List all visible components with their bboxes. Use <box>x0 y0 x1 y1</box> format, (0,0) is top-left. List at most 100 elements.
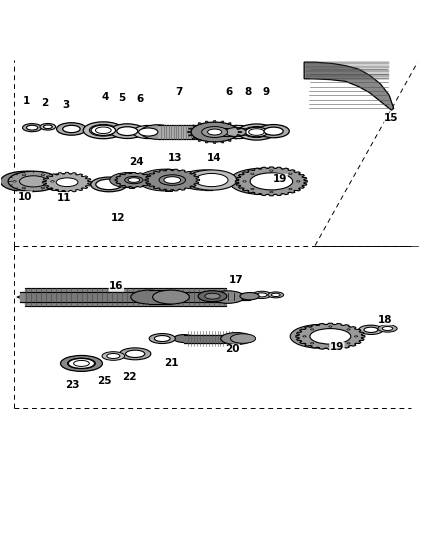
Ellipse shape <box>22 187 26 189</box>
Text: 12: 12 <box>110 214 125 223</box>
Text: 1: 1 <box>23 95 31 106</box>
Ellipse shape <box>152 290 189 304</box>
Polygon shape <box>304 62 394 110</box>
Ellipse shape <box>257 293 267 297</box>
Polygon shape <box>192 138 197 139</box>
Polygon shape <box>213 120 216 122</box>
Ellipse shape <box>329 345 332 347</box>
Polygon shape <box>237 134 240 136</box>
Polygon shape <box>42 172 92 192</box>
Ellipse shape <box>68 359 95 368</box>
Ellipse shape <box>159 175 185 185</box>
Ellipse shape <box>51 181 54 182</box>
Ellipse shape <box>83 122 124 139</box>
Polygon shape <box>187 132 191 133</box>
Ellipse shape <box>329 326 332 327</box>
Polygon shape <box>17 294 25 300</box>
Ellipse shape <box>173 335 194 343</box>
Ellipse shape <box>41 187 45 189</box>
Text: 6: 6 <box>136 94 143 104</box>
Polygon shape <box>233 138 237 139</box>
Polygon shape <box>296 323 365 350</box>
Polygon shape <box>220 141 224 143</box>
Bar <box>321 325 330 348</box>
Text: 6: 6 <box>225 87 232 97</box>
Ellipse shape <box>347 329 350 330</box>
Ellipse shape <box>289 188 292 190</box>
Polygon shape <box>205 121 209 123</box>
Ellipse shape <box>154 336 170 342</box>
Text: 25: 25 <box>97 376 112 386</box>
Polygon shape <box>227 123 231 124</box>
Ellipse shape <box>164 176 181 183</box>
Ellipse shape <box>125 176 143 184</box>
Polygon shape <box>220 121 224 123</box>
Ellipse shape <box>244 126 270 138</box>
Ellipse shape <box>211 291 244 303</box>
Text: 2: 2 <box>41 98 48 108</box>
Ellipse shape <box>268 292 284 298</box>
Ellipse shape <box>179 170 230 190</box>
Text: 13: 13 <box>168 153 183 163</box>
Polygon shape <box>238 132 242 133</box>
Text: 17: 17 <box>229 276 244 286</box>
Bar <box>262 168 272 195</box>
Bar <box>165 169 172 191</box>
Ellipse shape <box>141 125 175 139</box>
Bar <box>129 173 134 188</box>
Ellipse shape <box>240 293 259 300</box>
Ellipse shape <box>243 181 246 182</box>
Ellipse shape <box>63 125 80 133</box>
Ellipse shape <box>258 125 289 138</box>
Ellipse shape <box>102 352 125 360</box>
Ellipse shape <box>110 124 145 139</box>
Text: 22: 22 <box>122 372 137 382</box>
Polygon shape <box>198 123 202 124</box>
Ellipse shape <box>74 360 89 366</box>
Ellipse shape <box>46 174 88 191</box>
Ellipse shape <box>310 328 351 344</box>
Ellipse shape <box>229 168 294 195</box>
Text: 7: 7 <box>175 87 183 97</box>
Polygon shape <box>189 128 193 130</box>
Text: 24: 24 <box>129 157 143 167</box>
Ellipse shape <box>107 353 120 359</box>
Ellipse shape <box>311 329 314 330</box>
Text: 4: 4 <box>102 92 109 102</box>
Polygon shape <box>192 125 197 127</box>
Ellipse shape <box>205 293 220 299</box>
Text: 21: 21 <box>164 358 178 368</box>
Text: 19: 19 <box>330 342 344 352</box>
Ellipse shape <box>354 336 358 337</box>
Text: 20: 20 <box>225 344 239 354</box>
Ellipse shape <box>40 124 56 130</box>
Polygon shape <box>213 142 216 143</box>
Ellipse shape <box>110 173 148 188</box>
Ellipse shape <box>191 122 238 142</box>
Text: 3: 3 <box>63 100 70 110</box>
Ellipse shape <box>237 124 276 140</box>
Text: 18: 18 <box>378 315 392 325</box>
Ellipse shape <box>364 327 378 333</box>
Text: 23: 23 <box>66 380 80 390</box>
Ellipse shape <box>95 127 111 134</box>
Ellipse shape <box>0 171 51 191</box>
Ellipse shape <box>223 125 254 139</box>
Polygon shape <box>237 128 240 130</box>
Ellipse shape <box>39 174 81 191</box>
Ellipse shape <box>225 127 246 136</box>
Text: 19: 19 <box>273 174 287 184</box>
Ellipse shape <box>96 179 122 190</box>
Polygon shape <box>189 134 193 136</box>
Ellipse shape <box>117 127 138 135</box>
Ellipse shape <box>270 191 273 193</box>
Ellipse shape <box>186 170 237 190</box>
Ellipse shape <box>13 181 16 182</box>
Polygon shape <box>205 141 209 143</box>
Ellipse shape <box>41 174 45 175</box>
Ellipse shape <box>230 334 256 343</box>
Ellipse shape <box>208 129 222 135</box>
Ellipse shape <box>131 290 167 304</box>
Text: 11: 11 <box>57 192 71 203</box>
Text: 14: 14 <box>206 153 221 163</box>
